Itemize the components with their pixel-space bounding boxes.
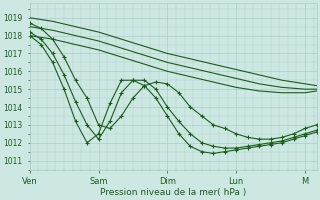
X-axis label: Pression niveau de la mer( hPa ): Pression niveau de la mer( hPa ) <box>100 188 246 197</box>
